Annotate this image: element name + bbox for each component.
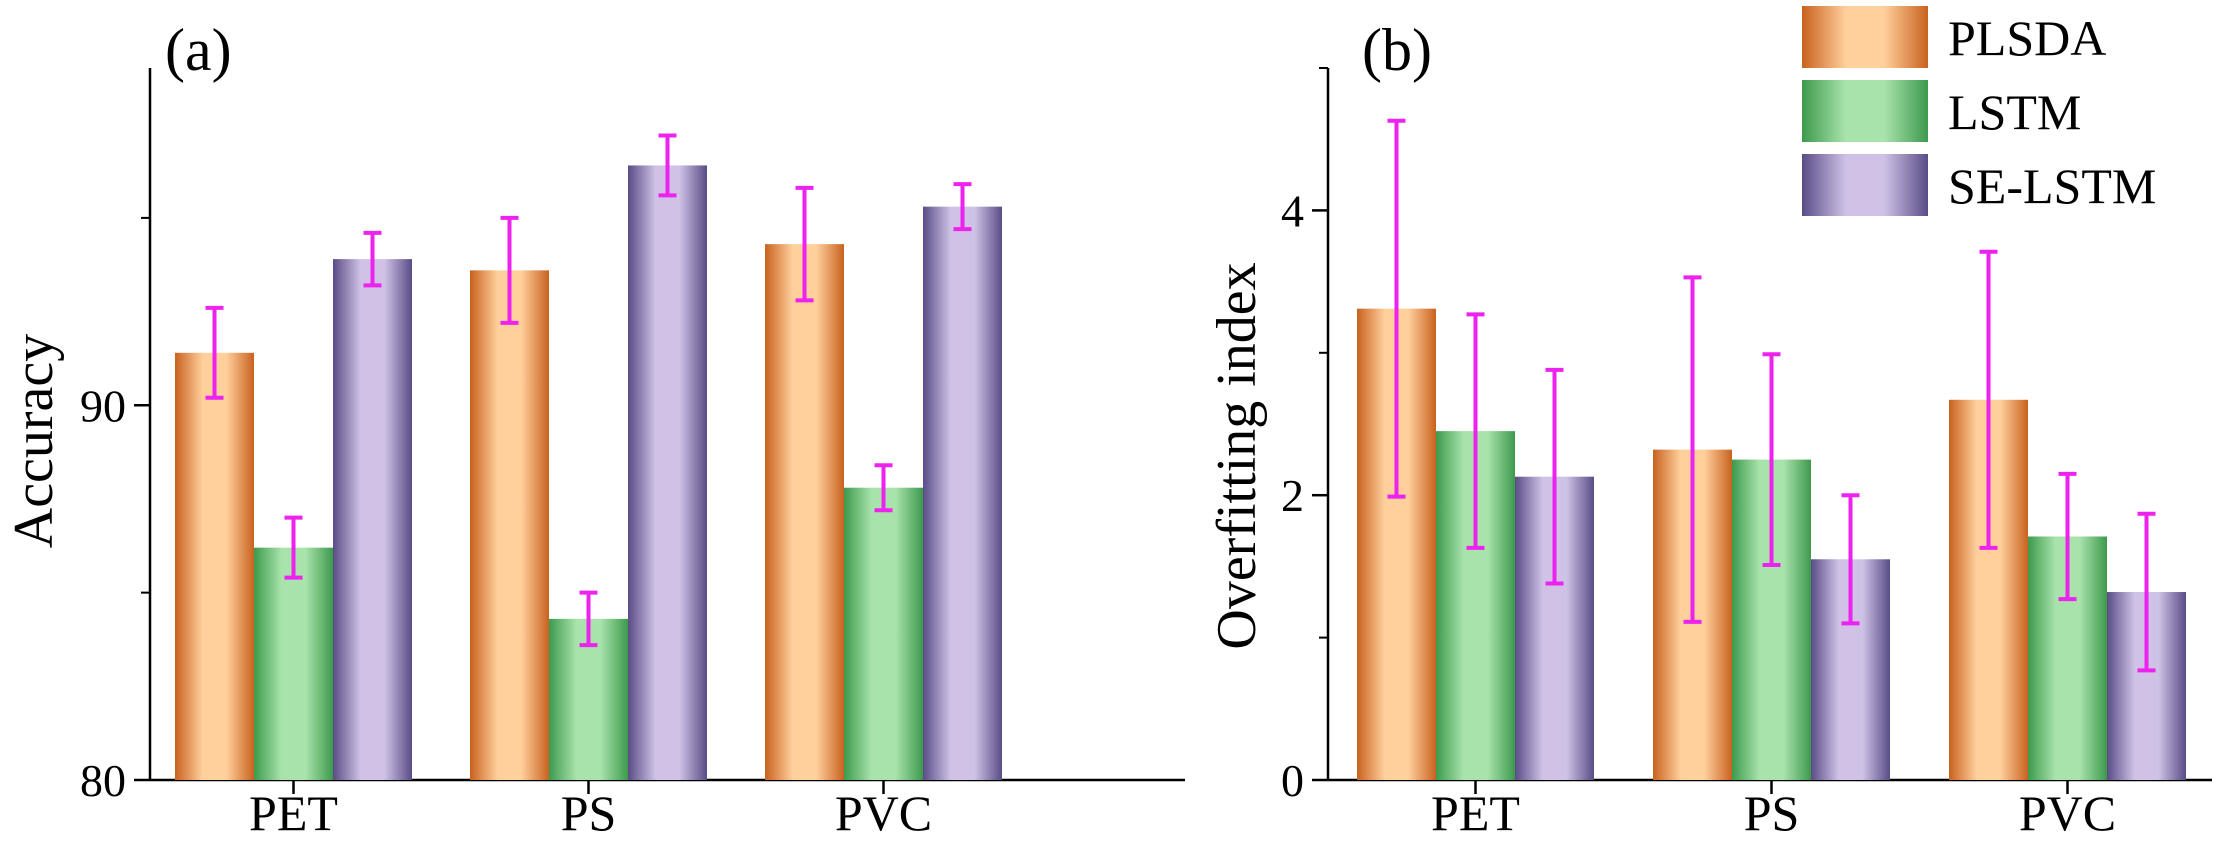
panel-a-error-bar-se-lstm-ps — [658, 133, 677, 198]
panel-b-label: (b) — [1362, 17, 1432, 83]
panel-b-plot: 0 2 4 PET PS PVC — [1281, 67, 2212, 841]
panel-a-bar-plsda-ps — [470, 270, 549, 780]
panel-a-bar-se-lstm-ps — [628, 165, 707, 780]
panel-a-x-tick-label-pvc: PVC — [835, 785, 932, 841]
panel-a-error-bar-plsda-pvc — [795, 185, 814, 303]
panel-b-x-tick-label-ps: PS — [1744, 785, 1800, 841]
panel-a-y-tick-label: 80 — [80, 755, 126, 806]
panel-a-y-axis-title: Accuracy — [3, 334, 65, 549]
panel-b-error-bar-se-lstm-ps — [1841, 493, 1860, 626]
panel-b-x-tick-label-pet: PET — [1431, 785, 1520, 841]
legend: PLSDA LSTM SE-LSTM — [1802, 6, 2156, 216]
legend-label-se-lstm: SE-LSTM — [1948, 158, 2156, 214]
panel-b-x-tick-label-pvc: PVC — [2019, 785, 2116, 841]
panel-b-error-bar-lstm-pvc — [2058, 471, 2077, 602]
panel-b-error-bar-plsda-pet — [1387, 118, 1406, 499]
panel-b-error-bar-plsda-pvc — [1979, 249, 1998, 550]
panel-b-y-tick-label: 2 — [1281, 470, 1304, 521]
panel-b-y-axis-title: Overfitting index — [1206, 262, 1268, 649]
panel-a-error-bar-lstm-ps — [579, 590, 598, 648]
panel-a-x-tick-label-pet: PET — [249, 785, 338, 841]
panel-b-error-bar-lstm-ps — [1762, 352, 1781, 567]
panel-a-error-bar-se-lstm-pvc — [953, 182, 972, 232]
panel-b-error-bar-se-lstm-pet — [1545, 367, 1564, 586]
panel-a-error-bar-plsda-pet — [205, 305, 224, 400]
panel-b-error-bar-lstm-pet — [1466, 312, 1485, 550]
panel-a-error-bar-se-lstm-pet — [363, 230, 382, 288]
panel-a-y-tick-label: 90 — [80, 380, 126, 431]
panel-a-label: (a) — [165, 17, 232, 83]
panel-a-error-bar-plsda-ps — [500, 215, 519, 325]
panel-a-bar-se-lstm-pvc — [923, 206, 1002, 780]
panel-a-plot: 80 90 PET PS PVC — [80, 68, 1185, 841]
panel-b-error-bar-se-lstm-pvc — [2137, 511, 2156, 673]
panel-b-y-tick-label: 0 — [1281, 755, 1304, 806]
panel-a-error-bar-lstm-pvc — [874, 463, 893, 513]
panel-a-bar-lstm-pet — [254, 547, 333, 780]
panel-a-bar-lstm-pvc — [844, 487, 923, 780]
legend-swatch-se-lstm — [1802, 154, 1928, 216]
panel-b: (b) Overfitting index 0 2 4 PET PS PVC — [1206, 17, 2212, 841]
panel-b-y-tick-label: 4 — [1281, 185, 1304, 236]
panel-a-bar-plsda-pet — [175, 352, 254, 780]
legend-swatch-plsda — [1802, 6, 1928, 68]
panel-a-bar-plsda-pvc — [765, 244, 844, 780]
legend-label-lstm: LSTM — [1948, 84, 2081, 140]
panel-a-bar-se-lstm-pet — [333, 259, 412, 780]
panel-a-x-tick-label-ps: PS — [561, 785, 617, 841]
panel-a-error-bar-lstm-pet — [284, 515, 303, 580]
legend-label-plsda: PLSDA — [1948, 10, 2106, 66]
legend-swatch-lstm — [1802, 80, 1928, 142]
panel-a: (a) Accuracy 80 90 PET PS PVC — [3, 17, 1185, 841]
panel-b-error-bar-plsda-ps — [1683, 275, 1702, 624]
